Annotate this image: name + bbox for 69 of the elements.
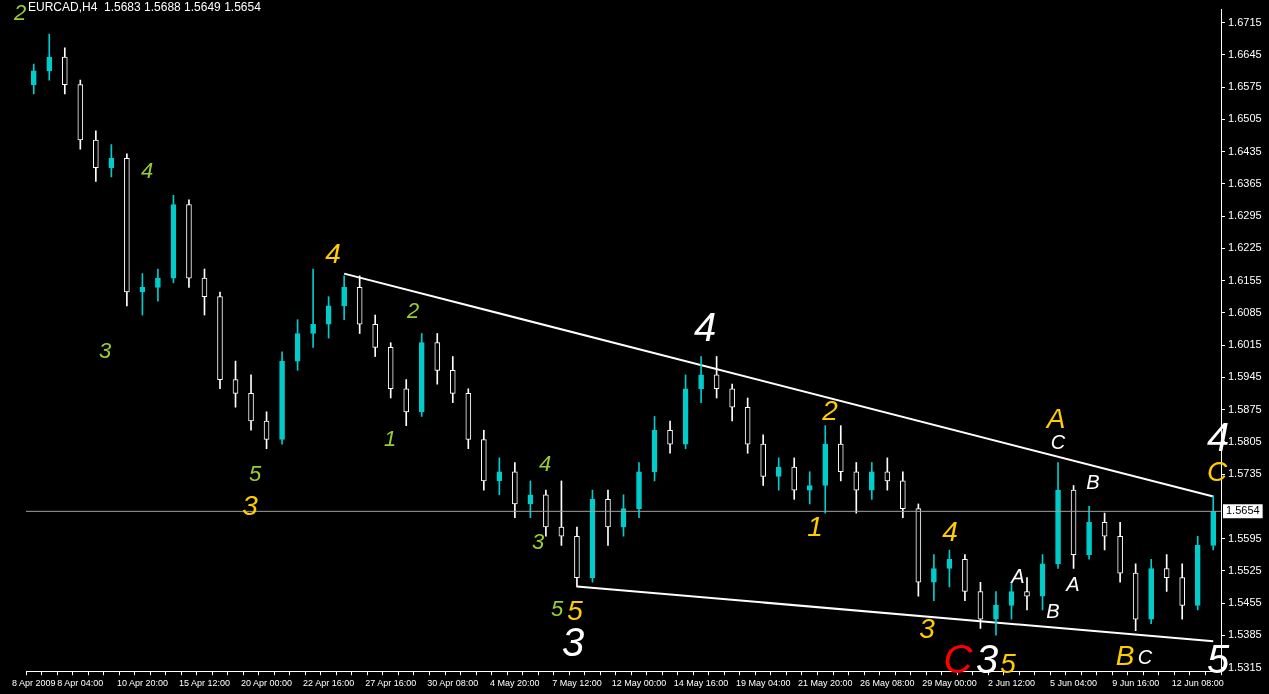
- y-tick-label: 1.6715: [1228, 15, 1262, 28]
- x-tick-label: 2 Jun 12:00: [987, 678, 1036, 689]
- annotation: 2: [12, 0, 27, 26]
- annotation: 4: [942, 515, 958, 547]
- y-tick-label: 1.5945: [1228, 370, 1262, 383]
- ref-line-label: 1.5654: [1226, 504, 1260, 517]
- x-tick-label: 8 Apr 04:00: [57, 678, 104, 689]
- y-tick-label: 1.5455: [1228, 596, 1262, 609]
- annotation: 4: [325, 237, 341, 269]
- candlestick: [1163, 554, 1170, 592]
- x-tick-label: 8 Apr 2009: [11, 678, 56, 689]
- x-tick-label: 14 May 16:00: [673, 678, 729, 689]
- y-tick-label: 1.6435: [1228, 144, 1262, 157]
- x-tick-label: 26 May 08:00: [860, 678, 915, 689]
- y-tick-label: 1.5315: [1228, 660, 1262, 673]
- x-tick-label: 20 Apr 00:00: [241, 678, 293, 689]
- y-tick-label: 1.6295: [1228, 209, 1262, 222]
- annotation: 4: [693, 305, 717, 350]
- annotation: B: [1086, 470, 1100, 493]
- y-tick-label: 1.6155: [1228, 273, 1262, 286]
- x-tick-label: 10 Apr 20:00: [116, 678, 168, 689]
- x-tick-label: 21 May 20:00: [797, 678, 853, 689]
- y-tick-label: 1.5735: [1228, 467, 1262, 480]
- y-tick-label: 1.5595: [1228, 531, 1262, 544]
- y-tick-label: 1.6085: [1228, 305, 1262, 318]
- y-tick-label: 1.5875: [1228, 402, 1262, 415]
- annotation: 1: [383, 426, 397, 452]
- annotation: B: [1115, 639, 1135, 671]
- x-tick-label: 27 Apr 16:00: [365, 678, 417, 689]
- x-tick-label: 5 Jun 04:00: [1050, 678, 1098, 689]
- y-tick-label: 1.6645: [1228, 47, 1262, 60]
- annotation: 5: [248, 461, 262, 487]
- x-tick-label: 22 Apr 16:00: [303, 678, 355, 689]
- annotation: 4: [538, 451, 552, 477]
- x-tick-label: 29 May 00:00: [922, 678, 977, 689]
- x-tick-label: 15 Apr 12:00: [178, 678, 230, 689]
- annotation: 2: [405, 298, 420, 324]
- x-tick-label: 12 Jun 08:00: [1171, 678, 1224, 689]
- candlestick: [310, 268, 316, 348]
- annotation: B: [1046, 599, 1060, 622]
- annotation: 3: [919, 612, 936, 644]
- x-tick-label: 9 Jun 16:00: [1112, 678, 1160, 689]
- annotation: 5: [1000, 647, 1017, 679]
- annotation: 1: [807, 510, 823, 542]
- y-tick-label: 1.5385: [1228, 628, 1262, 641]
- annotation: A: [1065, 572, 1080, 595]
- y-tick-label: 1.6575: [1228, 80, 1262, 93]
- candlestick: [1024, 577, 1030, 611]
- candlestick: [806, 471, 813, 505]
- annotation: C: [1137, 645, 1153, 668]
- annotation: 3: [98, 338, 112, 364]
- chart-title: EURCAD,H4 1.5683 1.5688 1.5649 1.5654: [28, 0, 262, 15]
- x-tick-label: 19 May 04:00: [735, 678, 791, 689]
- annotation: 3: [531, 529, 545, 555]
- annotation: 4: [140, 158, 154, 184]
- x-tick-label: 4 May 20:00: [490, 678, 540, 689]
- y-tick-label: 1.6225: [1228, 241, 1262, 254]
- x-tick-label: 7 May 12:00: [552, 678, 602, 689]
- annotation: 2: [821, 394, 839, 426]
- y-tick-label: 1.5805: [1228, 434, 1262, 447]
- y-tick-label: 1.6365: [1228, 176, 1262, 189]
- annotation: 3: [242, 489, 259, 521]
- y-tick-label: 1.6505: [1228, 112, 1262, 125]
- annotation: 5: [550, 596, 564, 622]
- annotation: A: [1010, 564, 1025, 587]
- y-tick-label: 1.5525: [1228, 563, 1262, 576]
- x-tick-label: 30 Apr 08:00: [427, 678, 479, 689]
- x-tick-label: 12 May 00:00: [611, 678, 667, 689]
- y-tick-label: 1.6015: [1228, 338, 1262, 351]
